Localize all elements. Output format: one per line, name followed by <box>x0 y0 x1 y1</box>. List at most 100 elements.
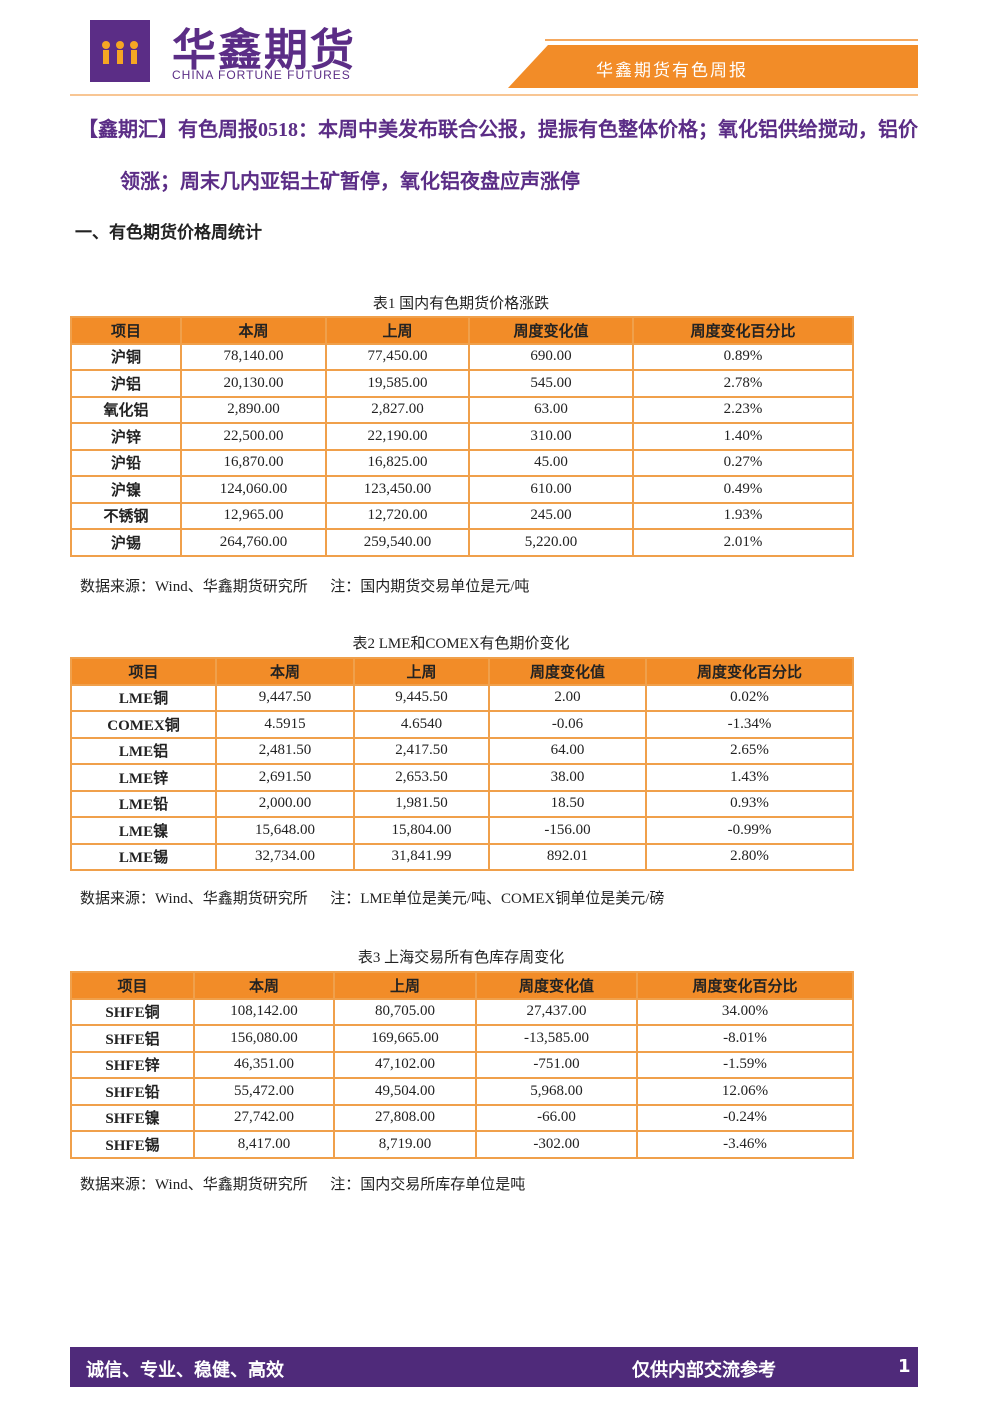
table-cell: 0.89% <box>632 342 854 371</box>
table-cell: LME铜 <box>70 683 217 712</box>
table-cell: 2,827.00 <box>325 395 470 424</box>
header-cell: 本周 <box>180 316 327 345</box>
header-cell: 上周 <box>353 657 490 686</box>
table-cell: 264,760.00 <box>180 528 327 557</box>
report-name: 华鑫期货有色周报 <box>596 61 748 80</box>
table-row: SHFE铝 156,080.00 169,665.00 -13,585.00 -8.01… <box>70 1024 854 1053</box>
table-cell: 16,825.00 <box>325 448 470 477</box>
table-row: 沪锡 264,760.00 259,540.00 5,220.00 2.01% <box>70 528 854 557</box>
table-cell: 55,472.00 <box>193 1077 335 1106</box>
table-row: SHFE铅 55,472.00 49,504.00 5,968.00 12.06% <box>70 1077 854 1106</box>
table-cell: 2.65% <box>645 736 854 765</box>
table-row: SHFE镍 27,742.00 27,808.00 -66.00 -0.24% <box>70 1103 854 1132</box>
table-row: 不锈钢 12,965.00 12,720.00 245.00 1.93% <box>70 501 854 530</box>
table-cell: LME镍 <box>70 816 217 845</box>
section-heading: 一、有色期货价格周统计 <box>75 223 262 242</box>
table-cell: 169,665.00 <box>333 1024 477 1053</box>
table-cell: 2.23% <box>632 395 854 424</box>
table-cell: 31,841.99 <box>353 842 490 871</box>
table-cell: LME铝 <box>70 736 217 765</box>
table-cell: SHFE锡 <box>70 1130 195 1159</box>
table-cell: -0.24% <box>636 1103 854 1132</box>
table-cell: 4.5915 <box>215 710 355 739</box>
table-cell: 123,450.00 <box>325 475 470 504</box>
header-cell: 项目 <box>70 657 217 686</box>
table-cell: SHFE铜 <box>70 997 195 1026</box>
header-cell: 上周 <box>325 316 470 345</box>
table-cell: 不锈钢 <box>70 501 182 530</box>
header-cell: 周度变化百分比 <box>636 971 854 1000</box>
table-row: LME铅 2,000.00 1,981.50 18.50 0.93% <box>70 789 854 818</box>
table-cell: -1.34% <box>645 710 854 739</box>
table-cell: 氧化铝 <box>70 395 182 424</box>
table-cell: 0.27% <box>632 448 854 477</box>
table-caption: 表1 国内有色期货价格涨跌 <box>372 296 550 312</box>
table-cell: 2,890.00 <box>180 395 327 424</box>
brand-english: CHINA FORTUNE FUTURES <box>172 68 351 82</box>
table-row: SHFE铜 108,142.00 80,705.00 27,437.00 34.00% <box>70 997 854 1026</box>
table-note: 数据来源：Wind、华鑫期货研究所 注：LME单位是美元/吨、COMEX铜单位是… <box>80 891 665 907</box>
table-cell: SHFE铝 <box>70 1024 195 1053</box>
table-cell: 49,504.00 <box>333 1077 477 1106</box>
table-cell: SHFE镍 <box>70 1103 195 1132</box>
table-cell: -751.00 <box>475 1050 638 1079</box>
table-cell: 0.02% <box>645 683 854 712</box>
table-cell: 12,720.00 <box>325 501 470 530</box>
footer-motto: 诚信、专业、稳健、高效 <box>86 1360 284 1381</box>
table-cell: 4.6540 <box>353 710 490 739</box>
table-cell: 124,060.00 <box>180 475 327 504</box>
table-row: LME镍 15,648.00 15,804.00 -156.00 -0.99% <box>70 816 854 845</box>
table-cell: -8.01% <box>636 1024 854 1053</box>
table-cell: 20,130.00 <box>180 369 327 398</box>
table-row: 沪铜 78,140.00 77,450.00 690.00 0.89% <box>70 342 854 371</box>
table-row: LME锡 32,734.00 31,841.99 892.01 2.80% <box>70 842 854 871</box>
table-cell: 310.00 <box>468 422 634 451</box>
table-cell: 2.01% <box>632 528 854 557</box>
table-cell: 38.00 <box>488 763 647 792</box>
report-title: 【鑫期汇】有色周报0518：本周中美发布联合公报，提振有色整体价格；氧化铝供给搅… <box>78 104 923 208</box>
table-cell: 1.93% <box>632 501 854 530</box>
header-row: 项目 本周 上周 周度变化值 周度变化百分比 <box>70 971 854 1000</box>
table-cell: 245.00 <box>468 501 634 530</box>
table-row: 沪锌 22,500.00 22,190.00 310.00 1.40% <box>70 422 854 451</box>
table-row: 沪铅 16,870.00 16,825.00 45.00 0.27% <box>70 448 854 477</box>
table-cell: -3.46% <box>636 1130 854 1159</box>
table-cell: 9,447.50 <box>215 683 355 712</box>
table-cell: 34.00% <box>636 997 854 1026</box>
table-cell: 27,808.00 <box>333 1103 477 1132</box>
table-cell: -13,585.00 <box>475 1024 638 1053</box>
table-row: 沪铝 20,130.00 19,585.00 545.00 2.78% <box>70 369 854 398</box>
table-cell: 15,648.00 <box>215 816 355 845</box>
table-row: 沪镍 124,060.00 123,450.00 610.00 0.49% <box>70 475 854 504</box>
table-cell: 2.00 <box>488 683 647 712</box>
page-number: 1 <box>898 1356 911 1377</box>
table-cell: 5,968.00 <box>475 1077 638 1106</box>
table-row: COMEX铜 4.5915 4.6540 -0.06 -1.34% <box>70 710 854 739</box>
footer-notice: 仅供内部交流参考 <box>632 1360 776 1381</box>
table-cell: 545.00 <box>468 369 634 398</box>
table-cell: 沪锌 <box>70 422 182 451</box>
header-row: 项目 本周 上周 周度变化值 周度变化百分比 <box>70 316 854 345</box>
table-cell: -66.00 <box>475 1103 638 1132</box>
table-row: LME锌 2,691.50 2,653.50 38.00 1.43% <box>70 763 854 792</box>
data-table: 项目 本周 上周 周度变化值 周度变化百分比 SHFE铜 108,142.00 80,705.… <box>70 971 854 1159</box>
table-cell: 22,500.00 <box>180 422 327 451</box>
table-cell: 16,870.00 <box>180 448 327 477</box>
table-cell: 0.93% <box>645 789 854 818</box>
table-cell: 78,140.00 <box>180 342 327 371</box>
header-cell: 上周 <box>333 971 477 1000</box>
table-cell: 45.00 <box>468 448 634 477</box>
table-cell: 690.00 <box>468 342 634 371</box>
header-cell: 项目 <box>70 316 182 345</box>
table-caption: 表2 LME和COMEX有色期价变化 <box>352 636 570 652</box>
table-cell: 2,653.50 <box>353 763 490 792</box>
table-cell: 156,080.00 <box>193 1024 335 1053</box>
table-cell: 22,190.00 <box>325 422 470 451</box>
table-cell: 0.49% <box>632 475 854 504</box>
table-cell: -0.06 <box>488 710 647 739</box>
table-cell: 9,445.50 <box>353 683 490 712</box>
header-cell: 周度变化值 <box>468 316 634 345</box>
table-cell: 32,734.00 <box>215 842 355 871</box>
table-cell: 5,220.00 <box>468 528 634 557</box>
table-cell: 2,417.50 <box>353 736 490 765</box>
